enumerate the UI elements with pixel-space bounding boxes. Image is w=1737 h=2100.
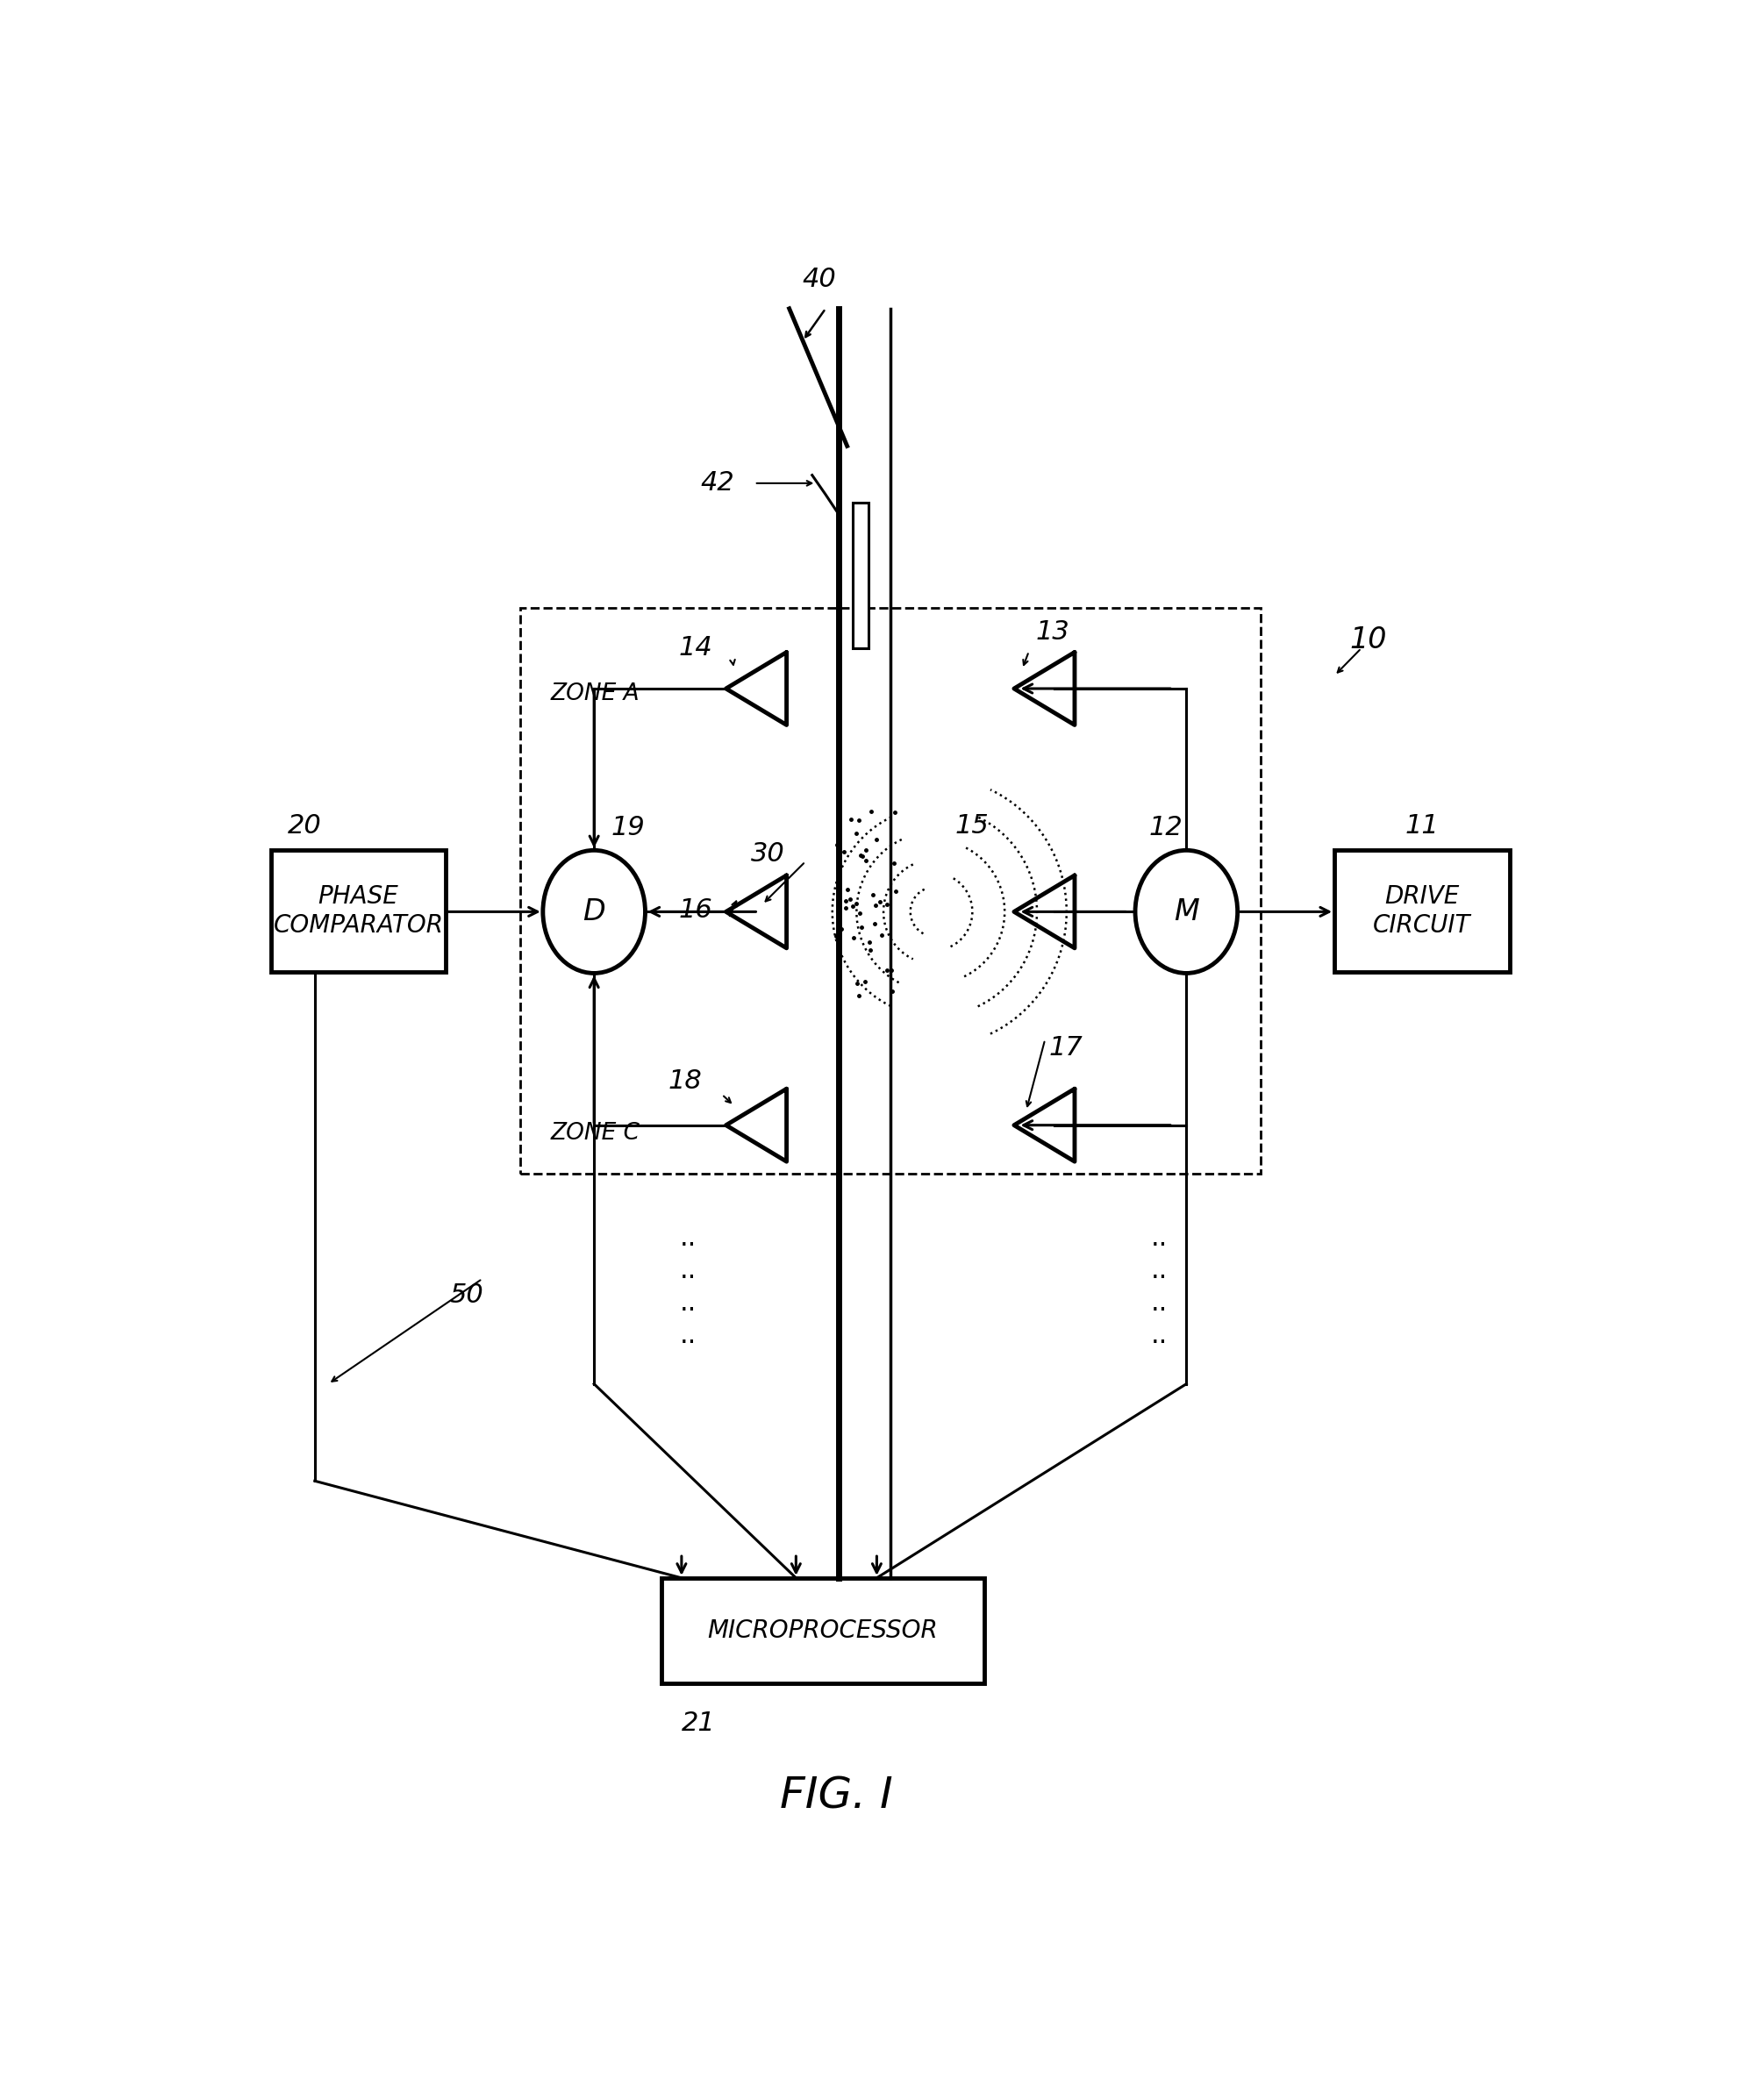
Circle shape <box>1136 850 1237 972</box>
Text: 19: 19 <box>611 815 644 840</box>
Text: MICROPROCESSOR: MICROPROCESSOR <box>707 1619 938 1642</box>
Text: 17: 17 <box>1049 1035 1084 1060</box>
Circle shape <box>544 850 644 972</box>
Text: ..: .. <box>679 1258 697 1283</box>
Text: 30: 30 <box>750 840 785 865</box>
Text: 11: 11 <box>1405 813 1438 840</box>
Bar <box>1334 850 1509 972</box>
Text: 10: 10 <box>1350 626 1386 655</box>
Text: ..: .. <box>679 1323 697 1348</box>
Text: 12: 12 <box>1150 815 1183 840</box>
Bar <box>662 1577 985 1682</box>
Text: ..: .. <box>1152 1289 1167 1317</box>
Text: DRIVE
CIRCUIT: DRIVE CIRCUIT <box>1372 884 1471 937</box>
Bar <box>853 502 868 649</box>
Text: 15: 15 <box>955 813 988 838</box>
Text: ZONE C: ZONE C <box>551 1121 641 1145</box>
Text: M: M <box>1174 897 1199 926</box>
Text: 13: 13 <box>1035 620 1070 645</box>
Text: ..: .. <box>679 1289 697 1317</box>
Text: ZONE B: ZONE B <box>551 909 641 930</box>
Text: ..: .. <box>679 1226 697 1252</box>
Bar <box>519 607 1261 1174</box>
Text: 16: 16 <box>679 897 712 922</box>
Text: ..: .. <box>1152 1258 1167 1283</box>
Text: FIG. I: FIG. I <box>780 1774 893 1816</box>
Text: 14: 14 <box>679 636 712 662</box>
Text: 40: 40 <box>802 267 835 292</box>
Text: PHASE
COMPARATOR: PHASE COMPARATOR <box>273 884 443 937</box>
Bar <box>271 850 446 972</box>
Text: 21: 21 <box>681 1711 716 1737</box>
Text: ZONE A: ZONE A <box>551 682 641 706</box>
Text: ..: .. <box>1152 1323 1167 1348</box>
Text: D: D <box>582 897 606 926</box>
Text: 50: 50 <box>450 1283 483 1308</box>
Text: 18: 18 <box>667 1069 702 1094</box>
Text: ..: .. <box>1152 1226 1167 1252</box>
Text: 20: 20 <box>288 813 321 840</box>
Text: 42: 42 <box>700 470 735 496</box>
